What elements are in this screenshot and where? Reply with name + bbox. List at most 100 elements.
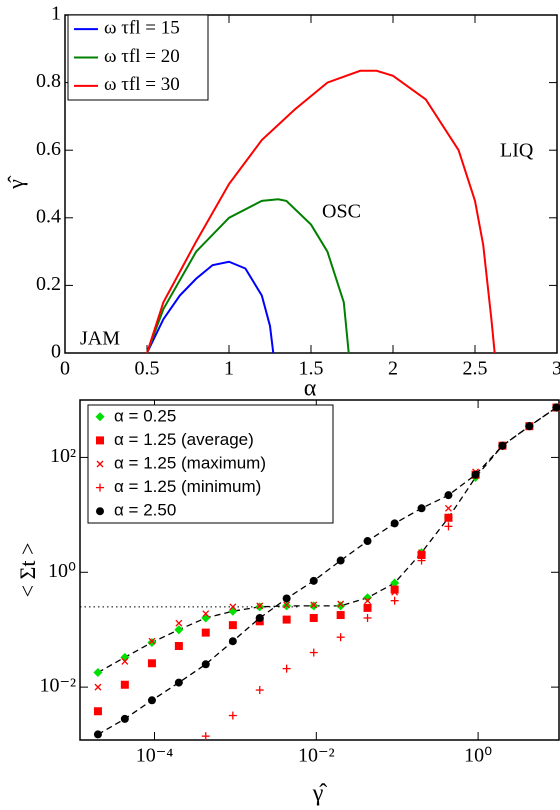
marker: [336, 633, 345, 642]
x-axis-label: γ̂: [312, 781, 328, 807]
x-tick-label: 10⁻²: [298, 745, 335, 767]
y-tick-label: 0.6: [36, 138, 61, 160]
x-tick-label: 0: [60, 358, 70, 380]
marker-stroke: [391, 588, 399, 596]
marker: [201, 628, 210, 637]
marker: [390, 585, 399, 594]
marker: [255, 686, 264, 695]
marker: [147, 637, 157, 647]
x-tick-label: 1: [224, 358, 234, 380]
marker-stroke: [337, 600, 345, 608]
marker: [228, 621, 237, 630]
marker: [336, 601, 346, 611]
marker: [93, 707, 102, 716]
annotation: LIQ: [500, 140, 534, 162]
marker-stroke: [444, 504, 452, 512]
marker: [336, 556, 345, 565]
marker: [417, 504, 426, 513]
series-line: [146, 69, 496, 354]
marker: [120, 652, 130, 662]
marker: [93, 730, 102, 739]
marker: [309, 613, 318, 622]
legend-marker: [95, 412, 105, 422]
marker: [121, 657, 129, 665]
marker: [310, 601, 318, 609]
marker: [175, 619, 183, 627]
marker-stroke: [418, 549, 426, 557]
marker: [256, 602, 264, 610]
y-tick-label: 0.4: [36, 205, 61, 227]
y-tick-label: 0.2: [36, 273, 61, 295]
marker: [201, 660, 210, 669]
marker: [255, 613, 264, 622]
y-tick-label: 0: [51, 341, 61, 363]
marker-stroke: [94, 683, 102, 691]
legend-label: α = 1.25 (maximum): [114, 453, 266, 472]
marker: [282, 615, 291, 624]
marker: [229, 603, 237, 611]
marker: [552, 403, 560, 412]
legend-marker: [96, 460, 104, 468]
marker-stroke: [96, 460, 104, 468]
marker: [417, 556, 426, 565]
annotation: JAM: [80, 328, 120, 350]
marker: [444, 504, 452, 512]
marker: [363, 593, 373, 603]
legend-box: [87, 404, 334, 524]
legend-label: ω τfl = 15: [104, 18, 180, 39]
marker: [336, 611, 345, 620]
legend-label: α = 2.50: [114, 501, 176, 520]
marker: [309, 648, 318, 657]
y-tick-label: 1: [51, 3, 61, 25]
marker: [309, 601, 319, 611]
series-line: [97, 406, 557, 674]
legend-label: ω τfl = 20: [104, 46, 180, 67]
marker-stroke: [310, 601, 318, 609]
marker-stroke: [148, 637, 156, 645]
x-axis-label: α: [304, 376, 317, 402]
marker: [120, 680, 129, 689]
x-tick-label: 10⁰: [464, 745, 492, 767]
marker: [337, 600, 345, 608]
y-axis-label: γ̂: [3, 175, 28, 190]
marker: [228, 637, 237, 646]
legend-marker: [96, 483, 104, 492]
marker: [255, 602, 265, 612]
y-tick-label: 0.8: [36, 70, 61, 92]
legend-marker: [96, 507, 104, 516]
x-tick-label: 2.5: [463, 358, 488, 380]
x-tick-label: 0.5: [135, 358, 160, 380]
marker: [148, 637, 156, 645]
marker: [282, 594, 291, 603]
y-tick-label: 10⁻²: [39, 675, 76, 697]
annotation: OSC: [322, 201, 361, 223]
marker: [417, 550, 426, 559]
marker: [418, 549, 426, 557]
marker: [363, 603, 372, 612]
marker: [471, 470, 480, 479]
legend-label: α = 0.25: [114, 406, 176, 425]
marker-stroke: [364, 597, 372, 605]
marker: [444, 522, 453, 531]
x-tick-label: 10⁻⁴: [136, 745, 174, 767]
series-line: [146, 260, 275, 354]
marker: [120, 714, 129, 723]
series-line: [146, 198, 350, 354]
marker: [390, 578, 400, 588]
y-tick-label: 10⁰: [48, 560, 76, 582]
legend-label: α = 1.25 (minimum): [114, 477, 261, 496]
marker: [283, 601, 291, 609]
marker: [364, 597, 372, 605]
marker: [174, 625, 184, 635]
marker-stroke: [256, 602, 264, 610]
marker: [228, 606, 238, 616]
marker: [363, 537, 372, 546]
marker: [498, 441, 507, 450]
marker: [391, 588, 399, 596]
marker-stroke: [229, 603, 237, 611]
marker-stroke: [121, 657, 129, 665]
marker: [147, 659, 156, 668]
marker: [228, 711, 237, 720]
y-tick-label: 10²: [50, 445, 76, 467]
